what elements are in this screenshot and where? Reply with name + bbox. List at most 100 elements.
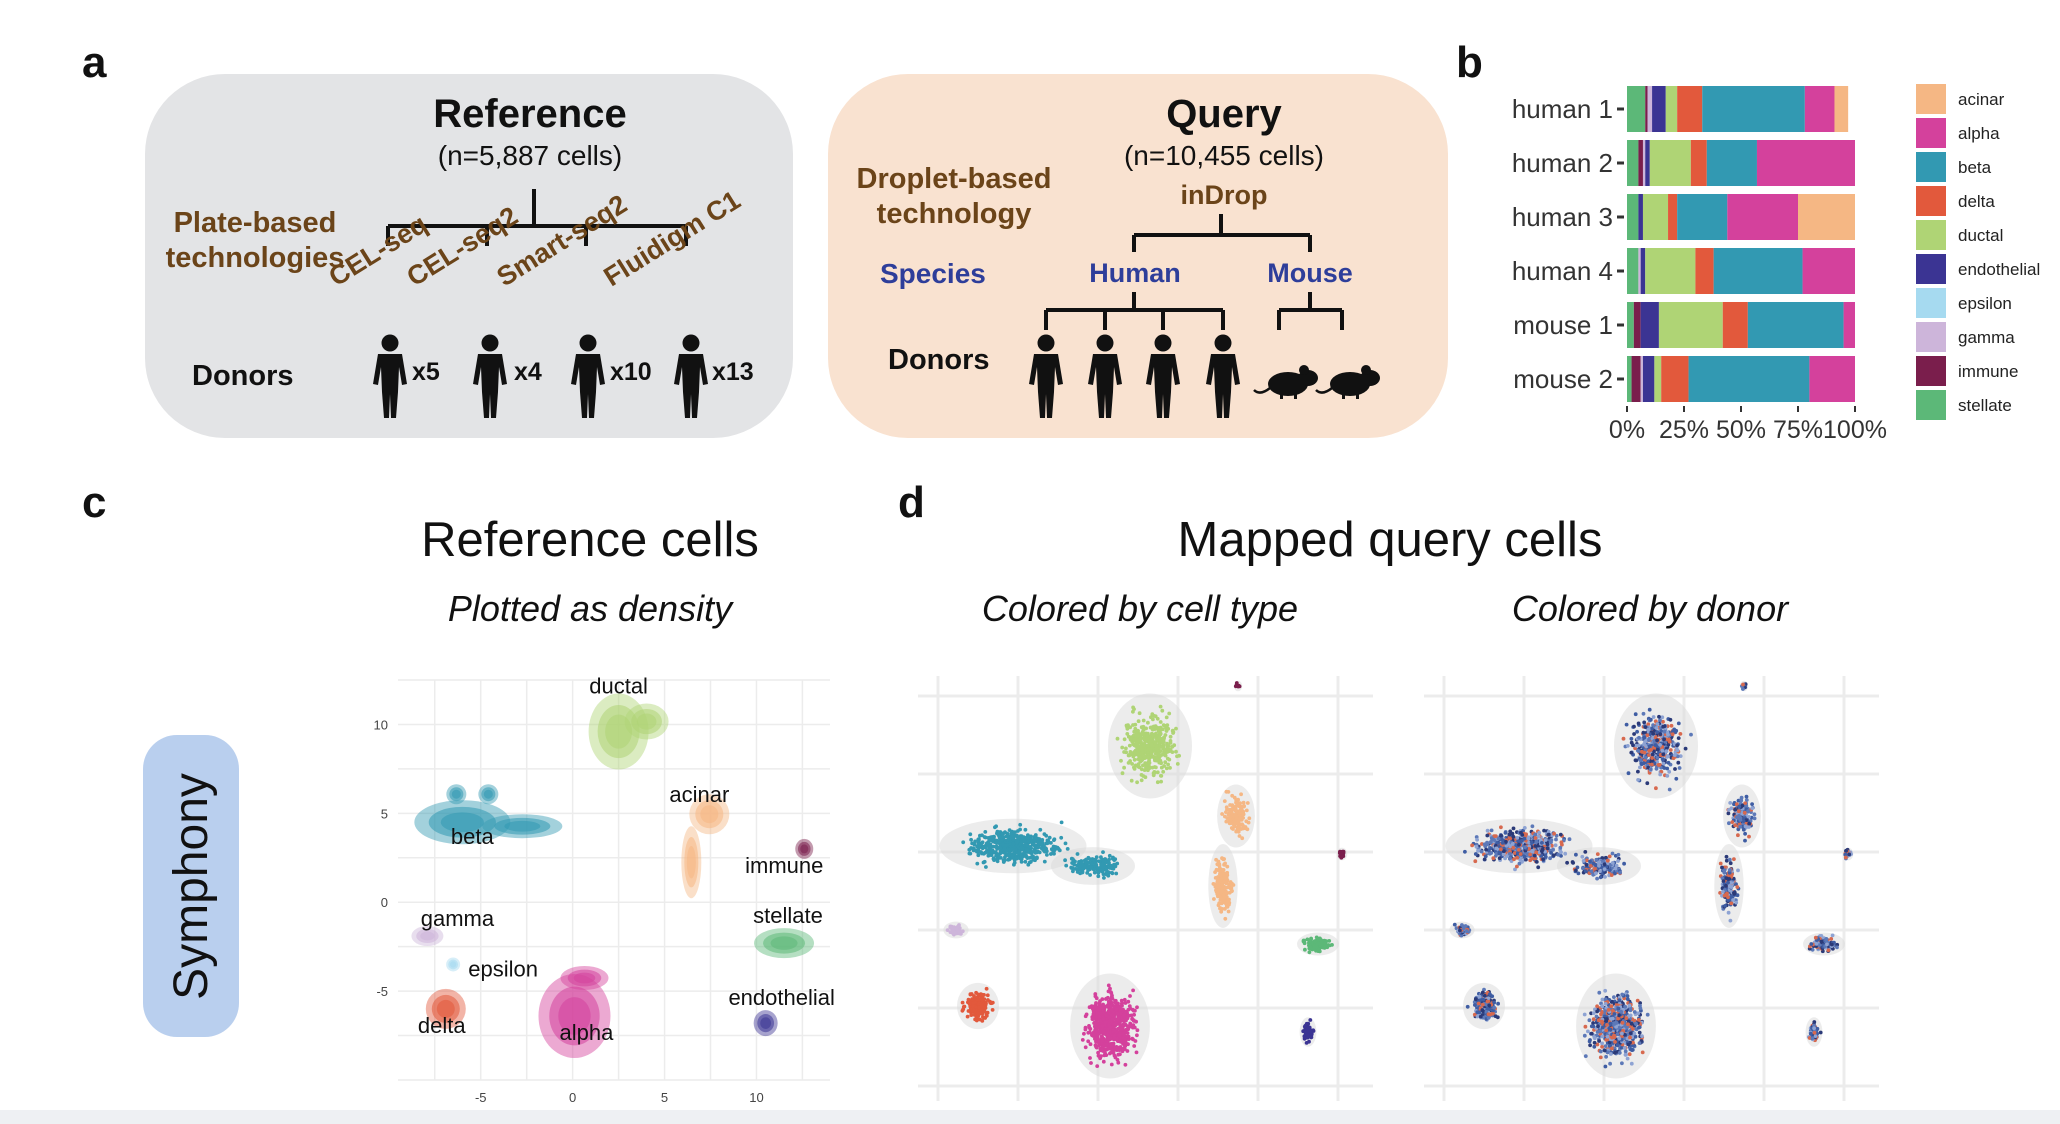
query-cell-point [961,1007,966,1012]
query-cell-point [1667,739,1672,744]
query-cell-point [1107,853,1112,858]
x-tick-label: 75% [1773,416,1823,444]
query-cell-point [960,1000,965,1005]
query-cell-point [1154,765,1158,770]
query-cell-point [1052,838,1056,842]
query-cell-point [1515,851,1520,856]
query-cell-point [979,992,984,997]
query-cell-point [1571,861,1575,865]
query-cell-point [1641,761,1646,766]
query-cell-point [1088,1056,1092,1060]
query-cell-point [1071,869,1075,874]
query-cell-point [1661,761,1666,766]
query-cell-point [1146,755,1151,759]
query-cell-point [1658,772,1663,777]
bar-segment-immune [1645,86,1648,132]
bar-segment-immune [1638,140,1643,186]
query-cell-point [1136,762,1141,766]
query-cell-point [1101,1059,1106,1064]
query-cell-point [1216,877,1221,882]
query-cell-point [1454,926,1459,931]
query-cell-point [1543,838,1548,842]
query-cell-point [1229,826,1234,830]
query-cell-point [1517,842,1521,847]
query-cell-point [1610,866,1615,870]
query-cell-point [1554,833,1559,838]
query-cell-point [1078,864,1083,869]
bar-segment-stellate [1627,248,1639,294]
query-cell-point [1305,937,1310,942]
query-cell-point [1563,851,1568,856]
query-cell-point [1534,850,1539,855]
query-cell-point [1489,851,1494,855]
query-cell-point [1155,780,1160,785]
query-cell-point [1132,737,1136,742]
query-cell-point [1233,818,1238,822]
query-cell-point [1150,727,1155,732]
query-cell-point [1162,764,1166,768]
query-cell-point [979,1003,984,1008]
query-cell-point [981,860,986,865]
query-cell-point [1221,900,1226,905]
query-cell-point [1533,856,1538,861]
query-cell-point [1747,815,1751,819]
query-cell-point [1094,1001,1098,1005]
query-cell-point [1727,870,1732,875]
query-cell-point [1025,843,1030,848]
query-cell-point [1018,822,1023,827]
query-cell-point [1479,849,1484,854]
query-cell-point [1113,1001,1118,1005]
query-cell-point [1515,864,1519,869]
query-cell-point [1490,994,1495,999]
query-cell-point [1236,684,1241,688]
query-cell-point [1501,852,1506,857]
query-cell-point [1724,883,1728,888]
query-cell-point [1022,838,1027,843]
query-cell-point [1045,841,1050,846]
query-cell-point [1574,868,1578,873]
query-cell-point [1661,719,1665,724]
bar-segment-beta [1747,302,1844,348]
query-cell-point [1239,792,1243,797]
query-cell-point [990,1008,995,1012]
query-cell-point [1545,846,1550,851]
query-cell-point [1149,742,1154,747]
query-cell-point [1616,852,1621,857]
query-cell-point [1110,871,1115,876]
query-cell-point [1229,886,1234,890]
density-labels: ductalbetaacinarimmunegammaepsilonstella… [418,674,835,1045]
legend-swatch-delta [1916,186,1946,216]
bar-segment-ductal [1649,140,1691,186]
query-cell-point [1819,939,1824,944]
query-cell-point [1168,741,1173,745]
query-cell-point [1603,1064,1608,1069]
query-cell-point [1473,852,1478,856]
query-cell-point [1616,859,1620,863]
density-blob-beta [440,812,484,833]
query-cell-point [1732,857,1736,861]
query-cell-point [976,842,981,847]
query-cell-point [1612,999,1617,1004]
query-cell-point [1622,861,1626,866]
query-cell-point [1503,831,1508,835]
query-cell-point [1219,909,1224,914]
query-cell-point [1086,864,1091,869]
query-cell-point [1542,828,1546,833]
bar-segment-immune [1633,302,1641,348]
query-cell-point [1123,1044,1127,1048]
query-cell-point [1728,884,1732,888]
query-cell-point [1145,733,1150,738]
query-cell-point [970,997,974,1002]
query-cell-point [1105,869,1110,874]
query-cell-point [1497,856,1502,861]
query-cell-point [1244,819,1249,824]
query-cell-point [1301,939,1306,944]
query-cell-point [1106,1047,1111,1051]
query-cell-point [1673,767,1677,771]
query-cell-point [1083,1027,1088,1032]
query-cell-point [1658,732,1663,737]
query-cell-point [1452,922,1457,927]
query-cell-point [1506,842,1511,847]
query-cell-point [1667,769,1672,774]
query-cell-point [945,928,950,932]
